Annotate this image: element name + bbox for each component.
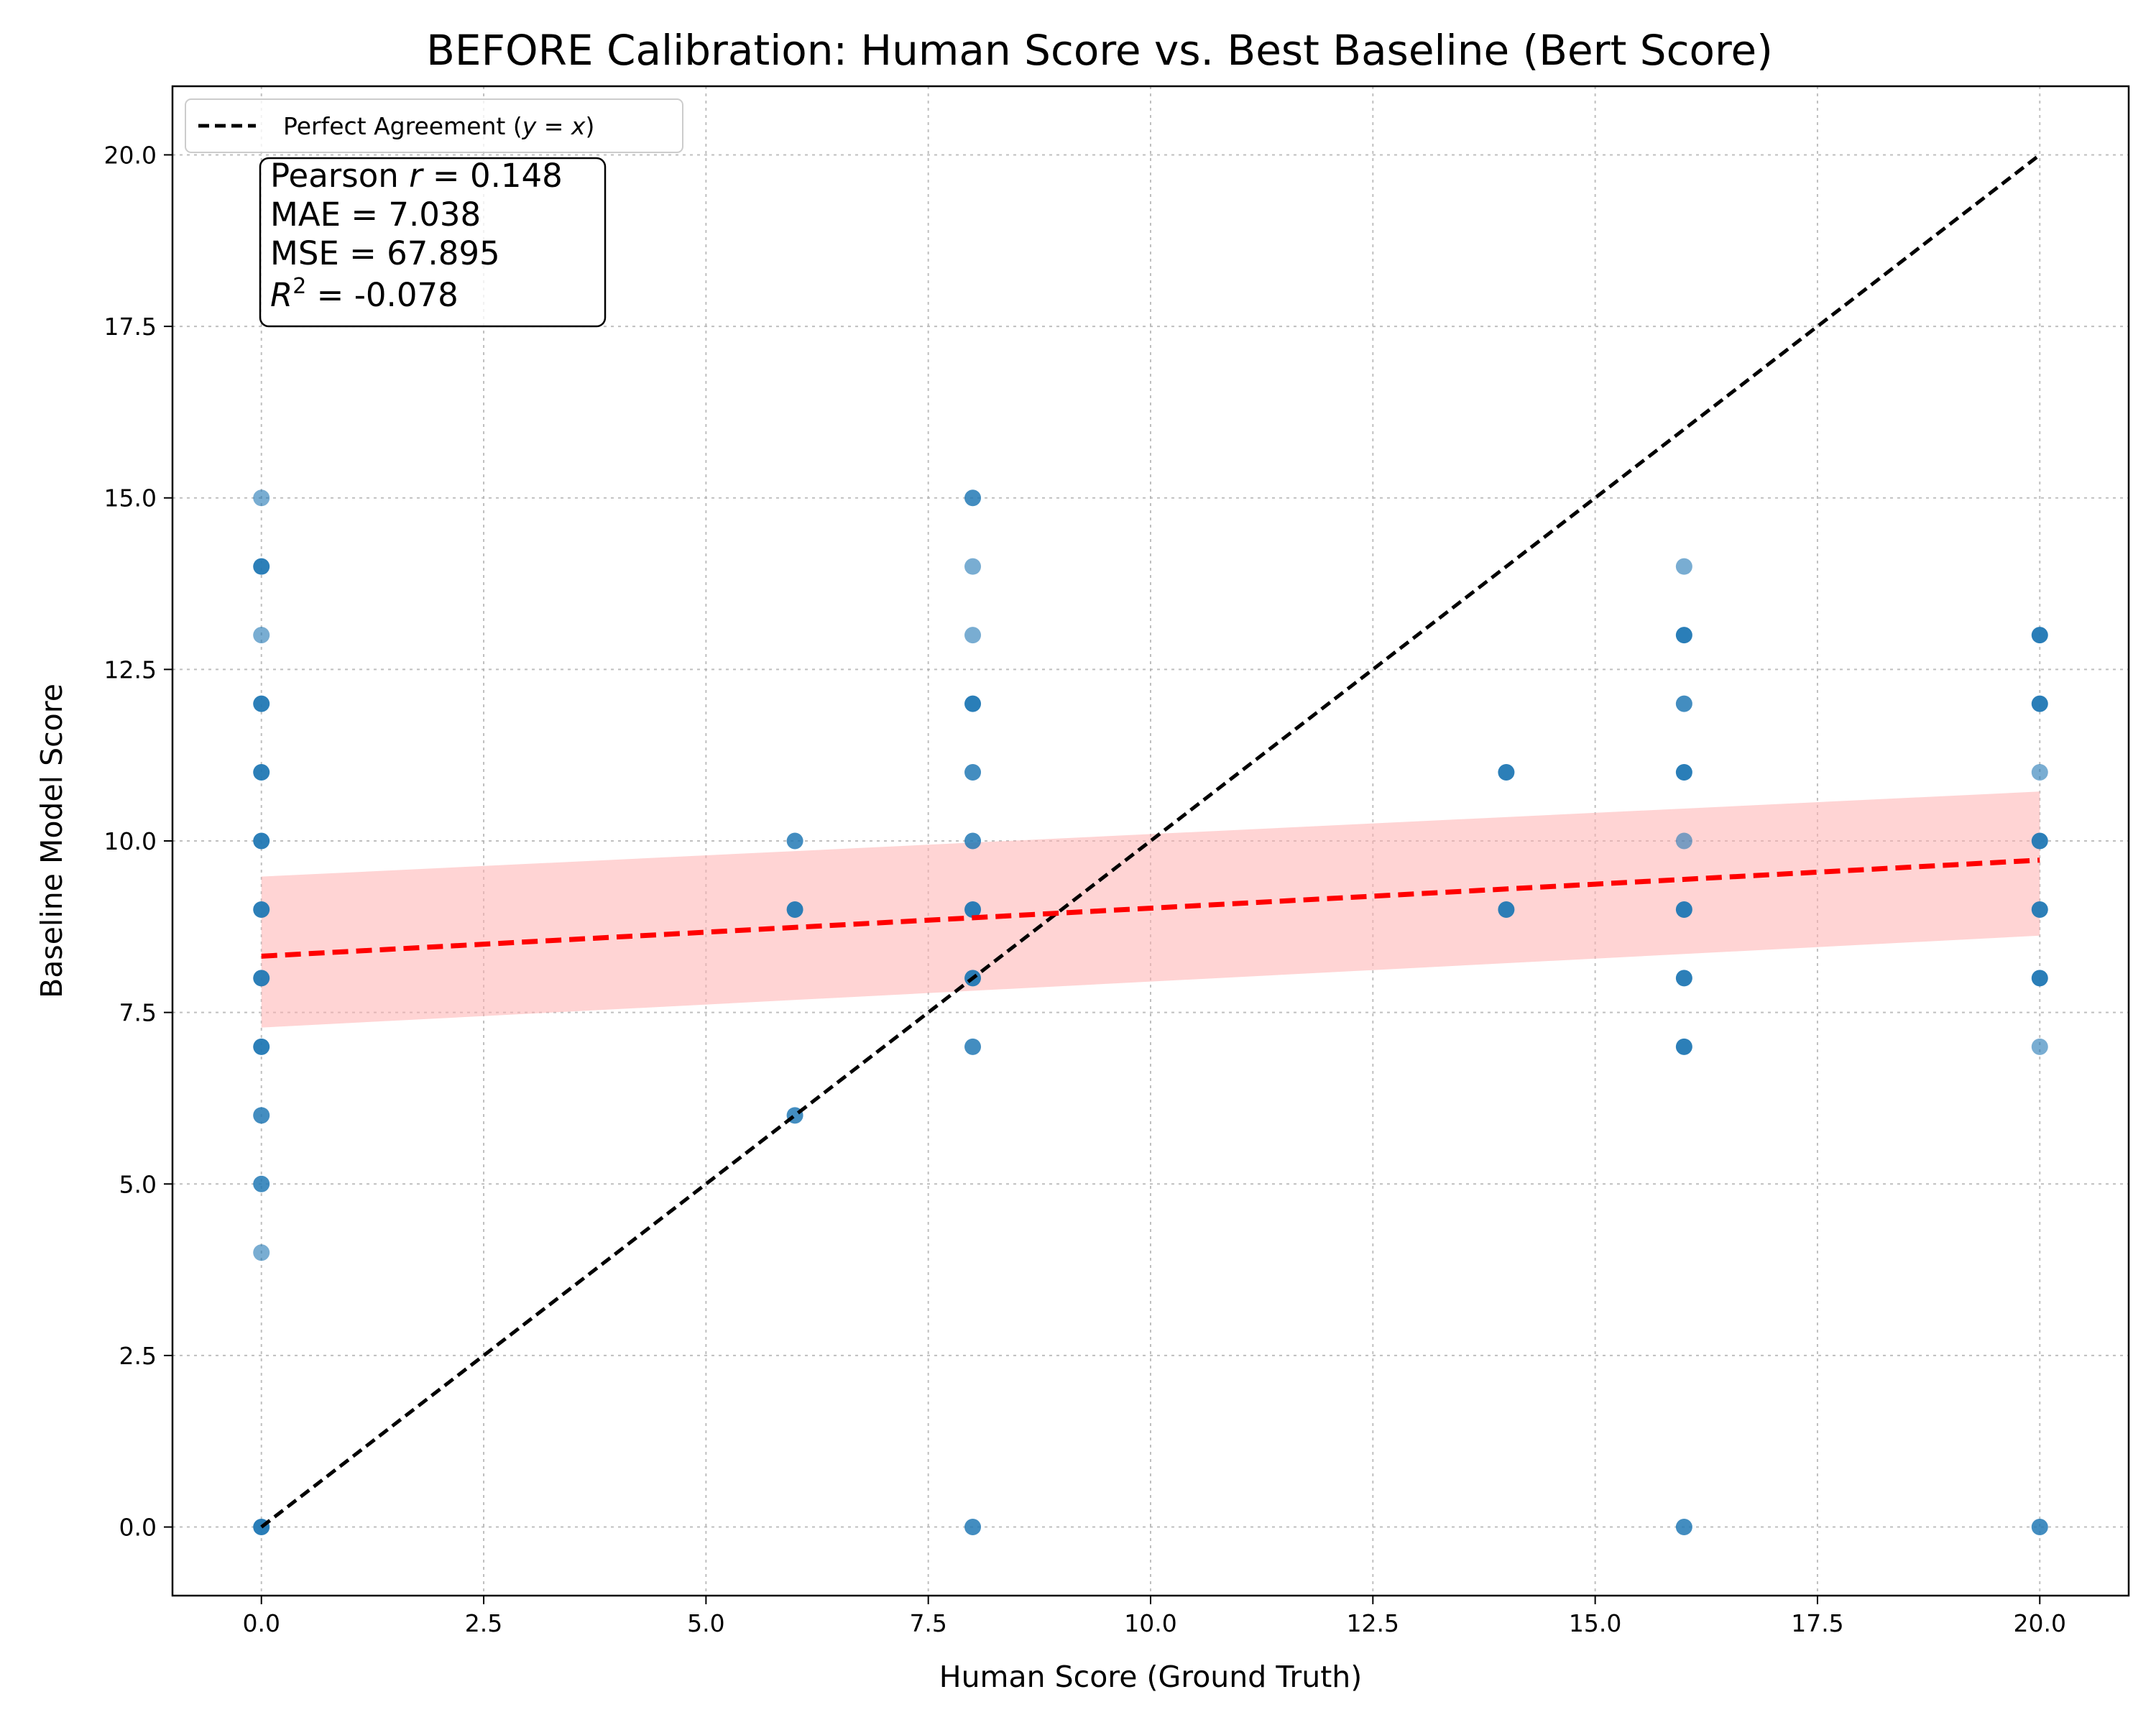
data-point-21 (964, 832, 982, 850)
chart-title: BEFORE Calibration: Human Score vs. Best… (426, 26, 1773, 75)
data-point-40 (2031, 832, 2048, 850)
x-tick-label-1: 2.5 (465, 1609, 502, 1637)
data-point-29 (1675, 627, 1692, 644)
data-point-19 (964, 695, 982, 712)
data-point-1 (253, 558, 270, 575)
y-tick-label-5: 12.5 (104, 656, 157, 684)
y-tick-label-4: 10.0 (104, 827, 157, 855)
y-tick-label-7: 17.5 (104, 313, 157, 341)
x-tick-label-3: 7.5 (909, 1609, 946, 1637)
data-point-38 (2031, 695, 2048, 712)
x-tick-label-4: 10.0 (1124, 1609, 1176, 1637)
data-point-18 (964, 627, 982, 644)
legend: Perfect Agreement (y = x) (185, 98, 683, 153)
data-point-2 (253, 627, 270, 644)
data-point-20 (964, 764, 982, 781)
data-point-16 (964, 489, 982, 507)
data-point-39 (2031, 764, 2048, 781)
data-point-14 (786, 901, 803, 918)
data-point-9 (253, 1107, 270, 1124)
data-point-37 (2031, 627, 2048, 644)
data-point-26 (1498, 764, 1515, 781)
data-point-3 (253, 695, 270, 712)
y-axis-ticks: 0.0 2.5 5.0 7.5 10.0 12.5 15.0 17.5 20.0 (104, 141, 172, 1542)
y-tick-label-6: 15.0 (104, 484, 157, 512)
data-point-44 (2031, 1519, 2048, 1536)
data-point-30 (1675, 695, 1692, 712)
stats-mae: MAE = 7.038 (270, 196, 481, 234)
x-axis-label: Human Score (Ground Truth) (939, 1660, 1363, 1694)
data-point-11 (253, 1244, 270, 1261)
data-point-5 (253, 832, 270, 850)
data-point-41 (2031, 901, 2048, 918)
trend-lines (260, 153, 2041, 1529)
y-tick-label-0: 0.0 (119, 1514, 157, 1542)
x-tick-label-2: 5.0 (687, 1609, 724, 1637)
data-point-0 (253, 489, 270, 507)
stats-pearson-r: Pearson r = 0.148 (270, 157, 563, 195)
stats-r-squared: R2 = -0.078 (270, 274, 459, 314)
y-axis-label: Baseline Model Score (34, 684, 69, 998)
data-points (253, 489, 2048, 1536)
x-axis-ticks: 0.0 2.5 5.0 7.5 10.0 12.5 15.0 17.5 20.0 (242, 1596, 2066, 1637)
y-tick-label-8: 20.0 (104, 141, 157, 169)
data-point-42 (2031, 970, 2048, 987)
x-tick-label-6: 15.0 (1569, 1609, 1621, 1637)
data-point-33 (1675, 901, 1692, 918)
x-tick-label-5: 12.5 (1347, 1609, 1399, 1637)
x-tick-label-0: 0.0 (242, 1609, 280, 1637)
legend-label-perfect-agreement: Perfect Agreement (y = x) (283, 112, 594, 140)
data-point-43 (2031, 1038, 2048, 1055)
stats-box: Pearson r = 0.148 MAE = 7.038 MSE = 67.8… (259, 157, 607, 328)
y-tick-label-3: 7.5 (119, 999, 157, 1027)
data-point-32 (1675, 832, 1692, 850)
data-point-27 (1498, 901, 1515, 918)
data-point-34 (1675, 970, 1692, 987)
x-tick-label-8: 20.0 (2014, 1609, 2066, 1637)
data-point-6 (253, 901, 270, 918)
stats-box-frame (259, 157, 607, 328)
data-point-28 (1675, 558, 1692, 575)
legend-frame (185, 98, 683, 153)
x-tick-label-7: 17.5 (1791, 1609, 1843, 1637)
data-point-17 (964, 558, 982, 575)
data-point-8 (253, 1038, 270, 1055)
identity-line (260, 153, 2041, 1529)
y-tick-label-2: 5.0 (119, 1170, 157, 1198)
data-point-4 (253, 764, 270, 781)
regression-line (261, 857, 2040, 959)
data-point-13 (786, 832, 803, 850)
data-point-36 (1675, 1519, 1692, 1536)
y-tick-label-1: 2.5 (119, 1342, 157, 1370)
data-point-10 (253, 1175, 270, 1192)
data-point-22 (964, 901, 982, 918)
data-point-31 (1675, 764, 1692, 781)
data-point-25 (964, 1519, 982, 1536)
data-point-35 (1675, 1038, 1692, 1055)
stats-mse: MSE = 67.895 (270, 234, 500, 272)
data-point-24 (964, 1038, 982, 1055)
data-point-7 (253, 970, 270, 987)
